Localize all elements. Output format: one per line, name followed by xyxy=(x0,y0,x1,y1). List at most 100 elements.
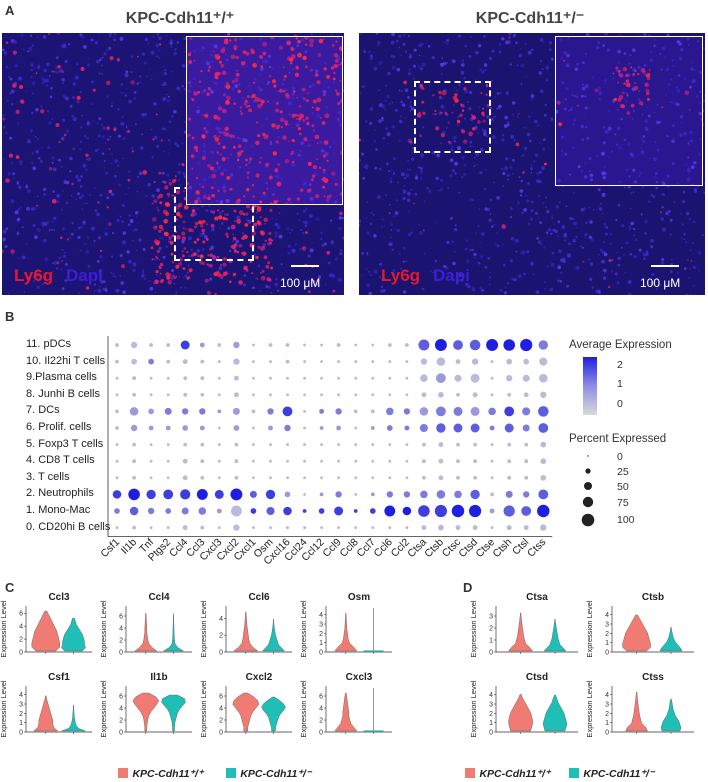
nucleus-dot xyxy=(479,287,481,289)
nucleus-dot xyxy=(273,128,275,130)
c-ticklabel-6-2: 4 xyxy=(219,706,223,713)
nucleus-dot xyxy=(244,70,246,72)
d-ticklabel-3-2: 2 xyxy=(605,711,609,718)
nucleus-dot xyxy=(107,50,108,51)
nucleus-dot xyxy=(6,132,8,134)
ly6g-signal-dot xyxy=(634,86,638,90)
ly6g-signal-dot xyxy=(169,182,173,186)
nucleus-dot xyxy=(156,145,159,148)
nucleus-dot xyxy=(669,215,670,216)
nucleus-dot xyxy=(447,43,449,45)
dot-ctse-row-5 xyxy=(490,426,495,431)
dot-cxcl3-row-8 xyxy=(218,476,221,479)
ly6g-signal-dot xyxy=(303,137,307,141)
c-ticklabel-4-0: 0 xyxy=(19,730,23,737)
nucleus-dot xyxy=(374,129,376,131)
ly6g-signal-dot xyxy=(322,186,325,189)
nucleus-dot xyxy=(305,50,308,53)
ly6g-signal-dot xyxy=(266,277,270,281)
ly6g-signal-dot xyxy=(264,255,268,259)
nucleus-dot xyxy=(656,181,658,183)
d-ticklabel-2-2: 2 xyxy=(489,711,493,718)
dot-ccl24-row-0 xyxy=(303,344,306,347)
nucleus-dot xyxy=(415,174,417,176)
dot-ccl7-row-6 xyxy=(371,443,374,446)
c-violin-wt-cxcl3 xyxy=(335,693,357,731)
d-title-ctss: Ctss xyxy=(642,672,664,683)
nucleus-dot xyxy=(590,174,593,177)
nucleus-dot xyxy=(428,190,431,193)
ly6g-signal-dot xyxy=(273,84,276,87)
ly6g-signal-dot xyxy=(226,84,231,89)
nucleus-dot xyxy=(282,83,284,85)
nucleus-dot xyxy=(154,136,157,139)
ly6g-signal-dot xyxy=(62,71,65,74)
nucleus-dot xyxy=(369,122,372,125)
nucleus-dot xyxy=(629,63,631,65)
nucleus-dot xyxy=(618,180,621,183)
dot-ctsb-row-4 xyxy=(436,407,446,417)
nucleus-dot xyxy=(144,113,147,116)
nucleus-dot xyxy=(602,213,604,215)
nucleus-dot xyxy=(32,82,36,86)
nucleus-dot xyxy=(503,169,505,171)
ly6g-signal-dot xyxy=(318,53,322,57)
nucleus-dot xyxy=(103,288,106,291)
ly6g-signal-dot xyxy=(230,134,233,137)
dot-tnf-row-5 xyxy=(149,426,154,431)
ly6g-signal-dot xyxy=(307,92,309,94)
ly6g-signal-dot xyxy=(252,63,257,68)
dot-ccl2-row-6 xyxy=(405,443,408,446)
nucleus-dot xyxy=(265,118,267,120)
nucleus-dot xyxy=(698,270,699,271)
dot-cxcl1-row-5 xyxy=(252,427,255,430)
ly6g-signal-dot xyxy=(188,60,192,64)
ly6g-signal-dot xyxy=(623,82,626,85)
nucleus-dot xyxy=(507,282,509,284)
nucleus-dot xyxy=(111,256,113,258)
nucleus-dot xyxy=(107,196,110,199)
nucleus-dot xyxy=(375,148,377,150)
nucleus-dot xyxy=(632,169,635,172)
ly6g-signal-dot xyxy=(190,37,193,40)
ly6g-signal-dot xyxy=(331,172,335,176)
ly6g-signal-dot xyxy=(199,81,201,83)
nucleus-dot xyxy=(80,149,82,151)
nucleus-dot xyxy=(274,283,278,287)
nucleus-dot xyxy=(533,160,536,163)
nucleus-dot xyxy=(362,140,363,141)
ly6g-signal-dot xyxy=(327,195,331,199)
nucleus-dot xyxy=(111,103,113,105)
ly6g-signal-dot xyxy=(634,82,636,84)
nucleus-dot xyxy=(391,55,394,58)
dot-ccl7-row-0 xyxy=(371,344,374,347)
ly6g-signal-dot xyxy=(622,92,625,95)
zoom-inset-wt xyxy=(186,36,343,205)
nucleus-dot xyxy=(182,85,184,87)
ly6g-signal-dot xyxy=(240,112,243,115)
ly6g-signal-dot xyxy=(274,168,278,172)
ly6g-signal-dot xyxy=(36,72,38,74)
nucleus-dot xyxy=(134,91,137,94)
nucleus-dot xyxy=(643,253,647,257)
nucleus-dot xyxy=(683,191,686,194)
nucleus-dot xyxy=(120,37,124,41)
nucleus-dot xyxy=(644,119,648,123)
nucleus-dot xyxy=(151,78,153,80)
nucleus-dot xyxy=(341,71,343,73)
nucleus-dot xyxy=(111,153,112,154)
d-ticklabel-0-3: 3 xyxy=(489,614,493,621)
nucleus-dot xyxy=(538,195,540,197)
ly6g-signal-dot xyxy=(245,100,248,103)
nucleus-dot xyxy=(212,45,214,47)
ly6g-signal-dot xyxy=(156,114,158,116)
pct-expressed-legend-title: Percent Expressed xyxy=(569,433,666,445)
nucleus-dot xyxy=(407,160,409,162)
nucleus-dot xyxy=(549,41,552,44)
dot-ccl3-row-6 xyxy=(200,443,204,447)
nucleus-dot xyxy=(450,159,453,162)
nucleus-dot xyxy=(378,61,382,65)
dot-il1b-row-11 xyxy=(132,526,136,530)
nucleus-dot xyxy=(222,186,226,190)
nucleus-dot xyxy=(71,115,74,118)
